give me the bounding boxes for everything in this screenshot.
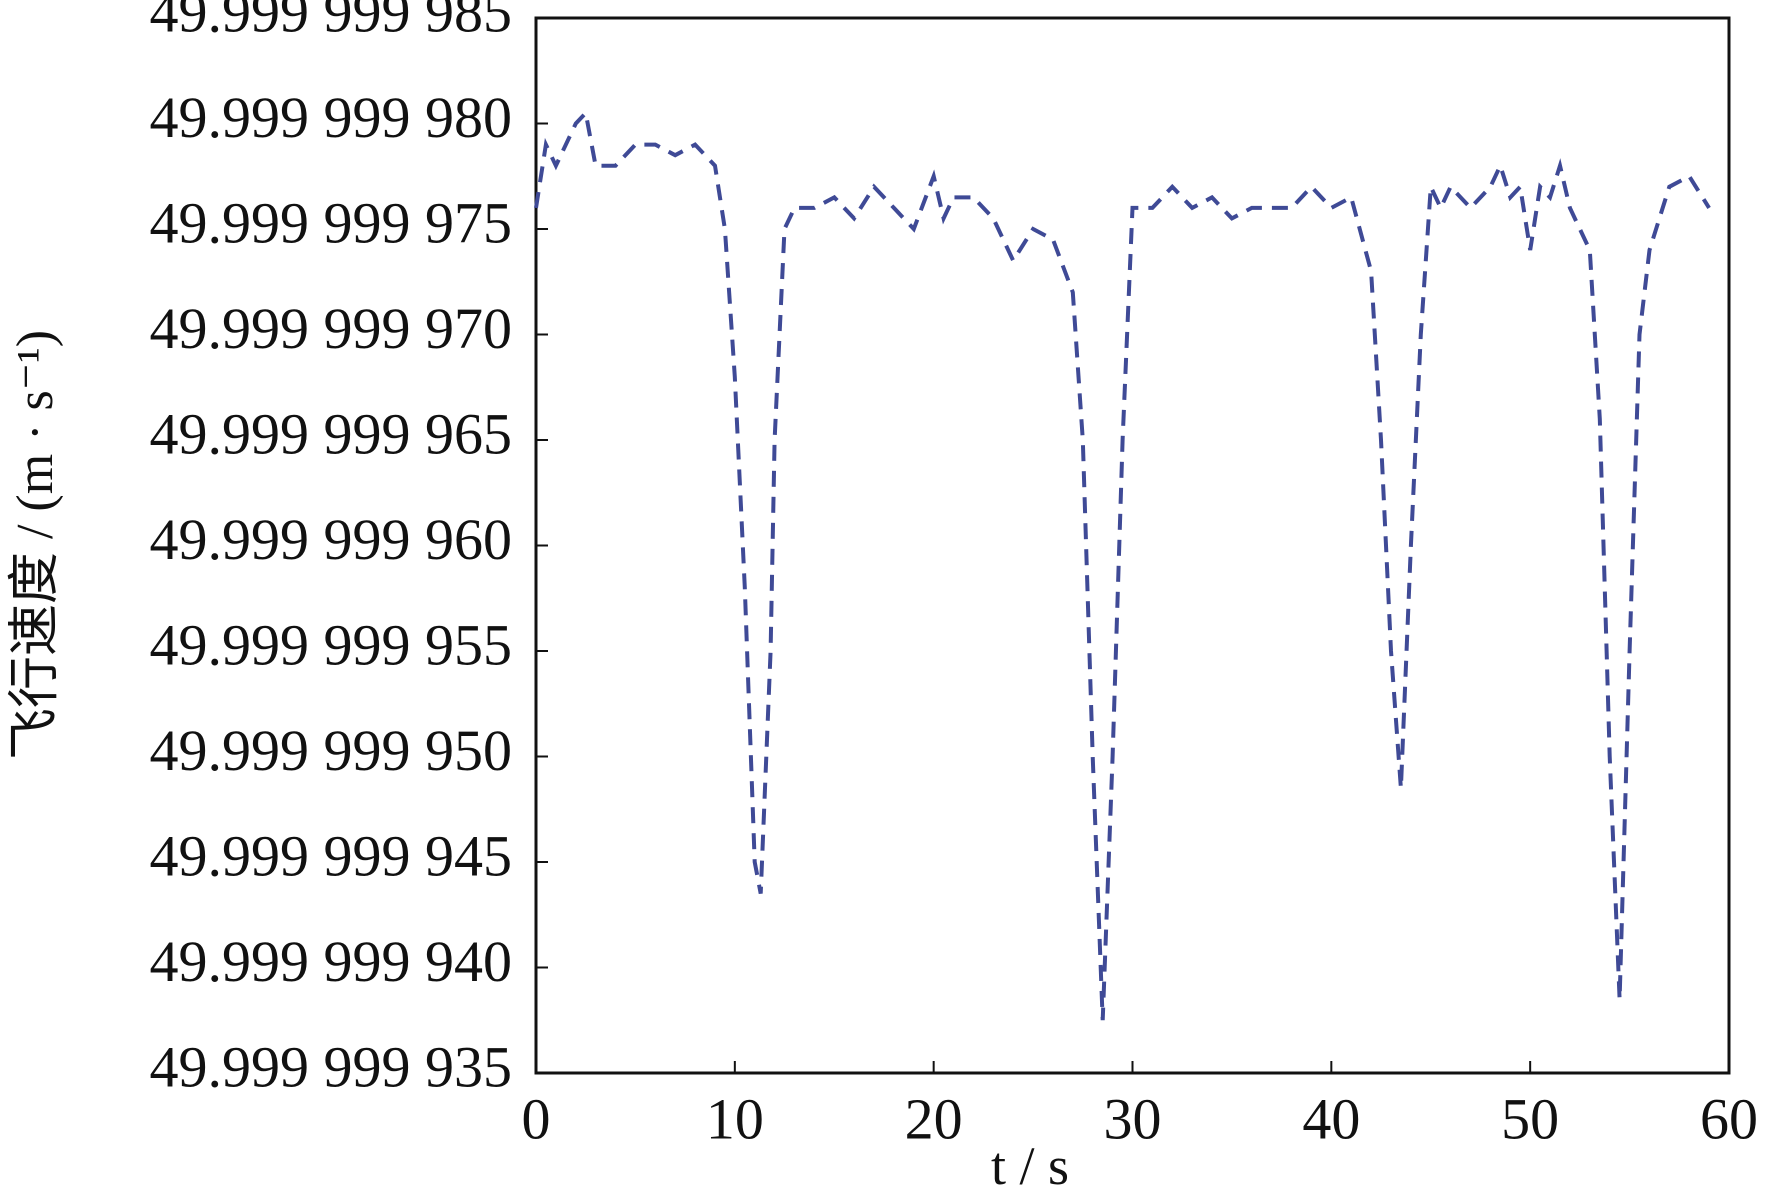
plot-frame [534, 16, 1731, 1075]
y-tick-label: 49.999 999 985 [150, 0, 513, 44]
y-tick-label: 49.999 999 975 [150, 190, 513, 255]
y-tick-label: 49.999 999 935 [150, 1034, 513, 1099]
x-tick-label: 10 [706, 1086, 764, 1151]
y-tick-label: 49.999 999 940 [150, 929, 513, 994]
y-tick-label: 49.999 999 980 [150, 85, 513, 150]
y-tick-label: 49.999 999 945 [150, 823, 513, 888]
x-tick-label: 50 [1501, 1086, 1559, 1151]
x-tick-label: 40 [1302, 1086, 1360, 1151]
y-tick-label: 49.999 999 950 [150, 718, 513, 783]
x-tick-label: 0 [522, 1086, 551, 1151]
x-tick-label: 30 [1104, 1086, 1162, 1151]
y-axis-title: 飞行速度 / (m · s⁻¹) [7, 330, 64, 760]
x-tick-label: 60 [1700, 1086, 1758, 1151]
x-tick-label: 20 [905, 1086, 963, 1151]
data-line [534, 108, 1711, 1021]
y-tick-label: 49.999 999 960 [150, 507, 513, 572]
y-tick-label: 49.999 999 965 [150, 401, 513, 466]
x-axis-title: t / s [991, 1136, 1069, 1196]
y-tick-label: 49.999 999 970 [150, 296, 513, 361]
y-tick-label: 49.999 999 955 [150, 612, 513, 677]
